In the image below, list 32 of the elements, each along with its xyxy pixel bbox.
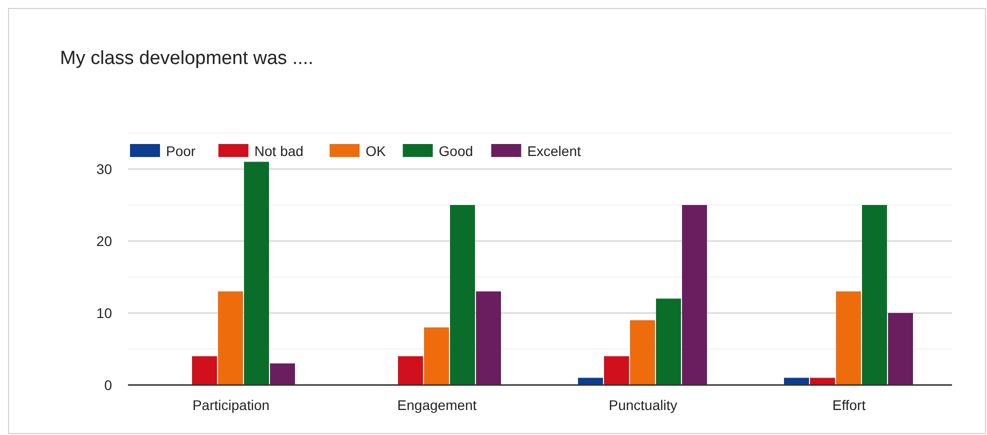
bar — [424, 327, 449, 385]
legend-label: Good — [438, 143, 474, 159]
legend-label: Not bad — [254, 143, 304, 159]
bar — [244, 162, 269, 385]
x-tick-label: Punctuality — [608, 397, 678, 413]
bar — [630, 320, 655, 385]
bar — [398, 356, 423, 385]
x-tick-label: Participation — [192, 397, 270, 413]
y-tick-label: 30 — [96, 161, 112, 177]
x-tick-label: Effort — [832, 397, 866, 413]
legend-label: OK — [366, 143, 386, 159]
bar — [604, 356, 629, 385]
bar — [836, 291, 861, 385]
bar — [784, 378, 809, 385]
bar — [476, 291, 501, 385]
y-tick-label: 0 — [104, 377, 112, 393]
legend-label: Poor — [166, 143, 196, 159]
bar — [888, 313, 913, 385]
bar — [810, 378, 835, 385]
y-tick-label: 10 — [96, 305, 112, 321]
y-tick-label: 20 — [96, 233, 112, 249]
bar — [578, 378, 603, 385]
bar — [192, 356, 217, 385]
bar — [218, 291, 243, 385]
bar — [682, 205, 707, 385]
legend-label: Excelent — [527, 143, 582, 159]
bar — [450, 205, 475, 385]
chart-title: My class development was .... — [60, 48, 314, 69]
bar — [862, 205, 887, 385]
bar — [656, 298, 681, 385]
x-tick-label: Engagement — [397, 397, 477, 413]
bar — [270, 363, 295, 385]
